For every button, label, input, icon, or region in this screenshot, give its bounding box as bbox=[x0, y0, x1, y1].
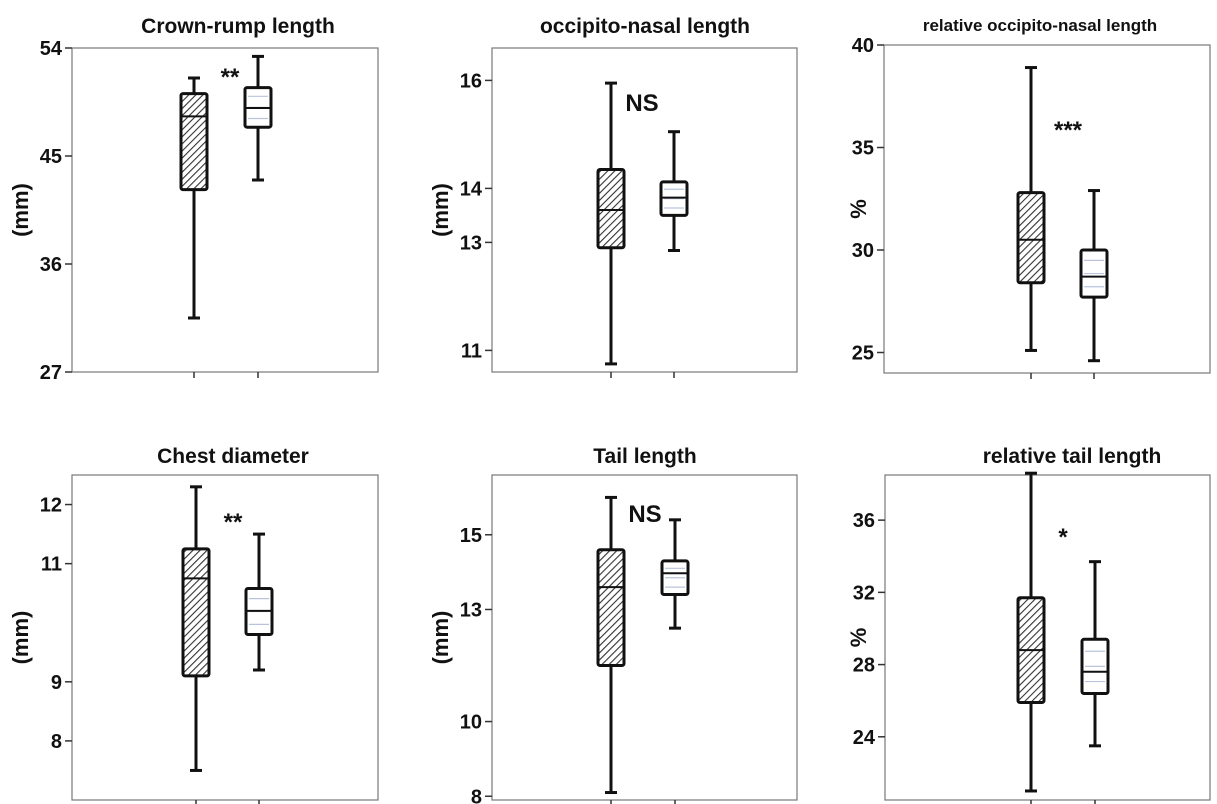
y-tick-label: 40 bbox=[852, 35, 874, 57]
box-hatched bbox=[596, 495, 626, 795]
y-tick-label: 36 bbox=[853, 510, 875, 532]
chart-panel-6: relative tail length% 24 28 32 36 * bbox=[846, 445, 1211, 804]
y-tick-label: 12 bbox=[40, 495, 62, 517]
y-tick-label: 9 bbox=[51, 672, 62, 694]
interquartile-box bbox=[1016, 191, 1046, 285]
y-tick-label: 13 bbox=[460, 232, 482, 254]
significance-label: NS bbox=[625, 90, 658, 117]
chart-panel-4: Chest diameter (mm) 8 9 11 12 ** bbox=[8, 445, 379, 804]
y-tick-label: 54 bbox=[40, 38, 63, 60]
significance-label: NS bbox=[628, 501, 661, 528]
box-hatched bbox=[179, 76, 209, 320]
chart-title: relative tail length bbox=[983, 445, 1162, 468]
y-axis-label: (mm) bbox=[8, 611, 33, 665]
chart-title: Crown-rump length bbox=[141, 15, 335, 38]
y-tick-label: 8 bbox=[471, 786, 482, 804]
chart-title: relative occipito-nasal length bbox=[923, 16, 1157, 35]
box-open bbox=[1079, 189, 1109, 363]
plot-frame bbox=[491, 47, 798, 373]
y-tick-label: 25 bbox=[852, 343, 874, 365]
y-tick-label: 11 bbox=[41, 554, 62, 576]
y-axis-label: (mm) bbox=[8, 183, 33, 237]
y-tick-label: 28 bbox=[853, 655, 875, 677]
box-hatched bbox=[596, 81, 626, 366]
y-tick-label: 14 bbox=[460, 178, 483, 200]
box-open bbox=[244, 532, 274, 672]
chart-panel-1: Crown-rump length (mm) 27 36 45 54 ** bbox=[8, 15, 379, 384]
significance-label: ** bbox=[224, 509, 243, 536]
y-tick-label: 10 bbox=[460, 712, 482, 734]
chart-panel-2: occipito-nasal length (mm) 11 13 14 16 NS bbox=[428, 15, 798, 378]
y-axis-label: % bbox=[846, 199, 871, 219]
y-tick-label: 30 bbox=[852, 240, 874, 262]
y-tick-label: 13 bbox=[460, 599, 482, 621]
box-hatched bbox=[181, 485, 211, 772]
y-tick-label: 27 bbox=[40, 362, 62, 384]
plot-frame bbox=[883, 44, 1211, 374]
y-tick-label: 11 bbox=[461, 340, 482, 362]
plot-frame bbox=[884, 474, 1211, 801]
box-open bbox=[659, 130, 689, 252]
y-tick-label: 15 bbox=[460, 525, 482, 547]
significance-label: *** bbox=[1054, 117, 1083, 144]
chart-title: occipito-nasal length bbox=[540, 15, 750, 38]
y-tick-label: 45 bbox=[40, 146, 62, 168]
y-tick-label: 16 bbox=[460, 70, 482, 92]
chart-title: Tail length bbox=[593, 445, 696, 468]
interquartile-box bbox=[181, 547, 211, 678]
box-open bbox=[1080, 560, 1110, 748]
significance-label: * bbox=[1058, 524, 1068, 551]
y-tick-label: 32 bbox=[853, 582, 875, 604]
plot-frame bbox=[491, 474, 798, 801]
y-axis-label: (mm) bbox=[428, 183, 453, 237]
significance-label: ** bbox=[221, 64, 240, 91]
box-open bbox=[660, 518, 690, 630]
y-tick-label: 35 bbox=[852, 138, 874, 160]
chart-panel-3: relative occipito-nasal length% 25 30 35 40 *… bbox=[846, 16, 1211, 379]
box-hatched bbox=[1016, 66, 1046, 352]
chart-panel-5: Tail length (mm) 8 10 13 15 NS bbox=[428, 445, 798, 804]
y-tick-label: 24 bbox=[853, 727, 876, 749]
chart-title: Chest diameter bbox=[157, 445, 309, 468]
box-hatched bbox=[1016, 471, 1046, 793]
box-open bbox=[243, 54, 273, 182]
y-axis-label: (mm) bbox=[428, 611, 453, 665]
y-axis-label: % bbox=[846, 628, 871, 648]
plot-frame bbox=[71, 47, 379, 373]
y-tick-label: 36 bbox=[40, 254, 62, 276]
interquartile-box bbox=[596, 168, 626, 250]
y-tick-label: 8 bbox=[51, 731, 62, 753]
interquartile-box bbox=[596, 548, 626, 668]
interquartile-box bbox=[179, 92, 209, 192]
plot-frame bbox=[71, 474, 379, 801]
